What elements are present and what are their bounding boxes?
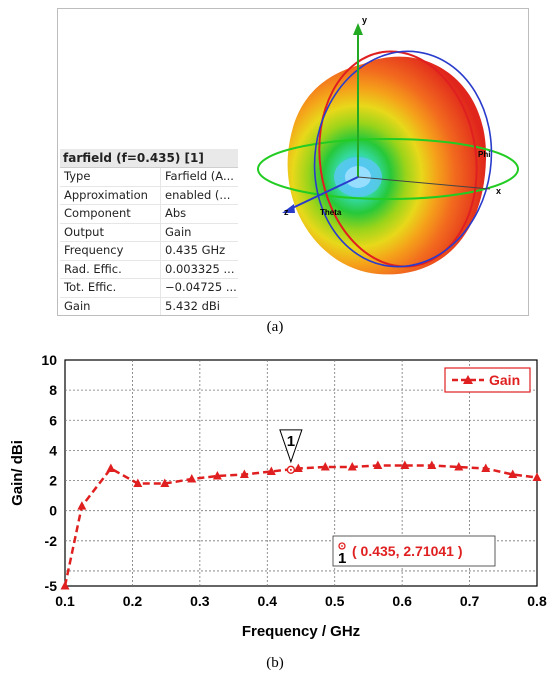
x-tick-label: 0.1 [55,593,75,609]
x-tick-label: 0.4 [258,593,278,609]
theta-circle [313,50,493,268]
gain-point [427,460,437,469]
x-tick-labels: 0.1 0.2 0.3 0.4 0.5 0.6 0.7 0.8 [55,593,547,609]
coordinate-axes [282,23,491,213]
z-axis-label: z [284,207,289,217]
x-tick-label: 0.6 [392,593,412,609]
y-tick-label: -5 [45,578,58,594]
legend: Gain [444,367,531,393]
gain-point [532,472,542,482]
caption-a: (a) [266,319,284,335]
property-key: Component [60,205,161,223]
legend-label: Gain [489,372,520,388]
property-value: Gain [165,224,192,239]
gain-point [266,466,276,475]
property-value: −0.04725 ... [165,280,237,294]
gain-point [454,461,464,471]
property-row: Frequency 0.435 GHz [60,242,238,261]
gain-point [160,478,170,488]
property-row: Type Farfield (A... [60,168,238,187]
marker-flag-number: 1 [287,433,295,450]
property-row: Tot. Effic. −0.04725 ... [60,279,238,298]
marker-flag [279,429,303,464]
gain-point [481,463,491,472]
gain-point [400,460,410,469]
x-axis-label: x [496,186,501,196]
gain-point [187,474,197,483]
y-tick-label: 4 [49,442,57,458]
farfield-properties-table: farfield (f=0.435) [1] Type Farfield (A..… [60,149,238,315]
property-key: Frequency [60,242,161,260]
gain-point [106,463,116,472]
property-row: Approximation enabled (... [60,186,238,205]
gain-point [320,461,330,471]
gain-series [60,460,542,590]
x-tick-label: 0.7 [460,593,480,609]
property-value: 5.432 dBi [165,298,220,313]
property-row: Component Abs [60,205,238,224]
property-key: Approximation [60,186,161,204]
property-key: Gain [60,297,161,315]
y-tick-label: 2 [49,473,57,489]
gain-point [133,478,143,488]
property-key: Type [60,168,161,186]
y-tick-label: 10 [41,352,57,368]
y-tick-label: 0 [49,503,57,519]
x-tick-label: 0.5 [325,593,345,609]
property-row: Rad. Effic. 0.003325 ... [60,260,238,279]
y-axis-title: Gain/ dBi [9,440,26,506]
y-axis-label: y [362,15,367,25]
property-value: enabled (... [165,187,231,202]
phi-label: Phi [478,150,490,159]
y-tick-label: 8 [49,382,57,398]
x-axis-title: Frequency / GHz [242,623,360,640]
property-row: Gain 5.432 dBi [60,297,238,315]
caption-b: (b) [266,655,284,671]
y-tick-labels: -5 -2 0 2 4 6 8 10 [41,352,57,594]
property-value: Abs [165,206,187,220]
readout-marker-icon [338,542,346,550]
gain-point [239,469,249,479]
marker-readout: 1 ( 0.435, 2.71041 ) [332,535,496,567]
gain-point [77,501,87,510]
gain-point [373,460,383,469]
property-key: Output [60,223,161,241]
axis-labels: y x z Phi Theta [284,15,501,217]
property-value: 0.003325 ... [165,261,235,276]
gain-chart: -5 -2 0 2 4 6 8 10 0.1 0.2 0.3 0.4 0.5 0.6 0.7 0.8 1 G… [9,352,547,640]
property-row: Output Gain [60,223,238,242]
readout-marker-number: 1 [338,550,346,567]
farfield-3d-view: y x z Phi Theta [257,15,519,275]
phi-circle [257,138,519,200]
readout-value: ( 0.435, 2.71041 ) [352,543,463,559]
marker-point-center [289,468,292,471]
theta-label: Theta [320,208,342,217]
farfield-title: farfield (f=0.435) [1] [60,149,238,168]
readout-box [332,535,496,567]
x-tick-label: 0.3 [190,593,210,609]
gain-point [347,461,357,471]
x-tick-label: 0.8 [527,593,547,609]
gain-point [508,469,518,479]
gain-point [212,471,222,480]
property-value: 0.435 GHz [165,243,226,257]
y-tick-label: -2 [45,533,58,549]
x-tick-label: 0.2 [123,593,143,609]
legend-marker-icon [463,375,473,384]
gain-point [293,463,303,472]
property-value: Farfield (A... [165,169,234,183]
legend-box [444,367,531,393]
property-key: Rad. Effic. [60,260,161,278]
frequency-marker: 1 [279,429,303,475]
y-tick-label: 6 [49,412,57,428]
gain-point [60,581,70,590]
property-key: Tot. Effic. [60,279,161,297]
farfield-plot: y x z Phi Theta farfield (f=0.435) [1] T… [57,8,529,316]
